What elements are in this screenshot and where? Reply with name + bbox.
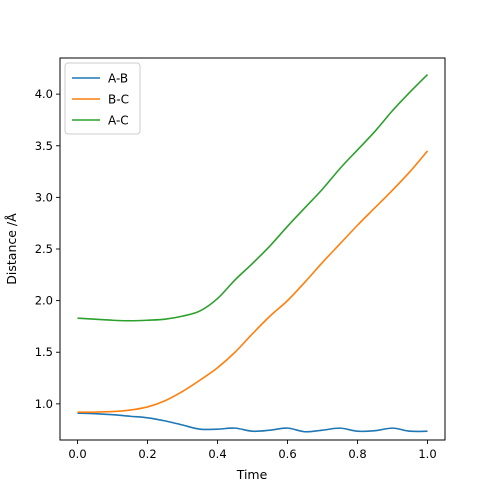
y-axis-label: Distance /Å xyxy=(4,213,19,285)
x-tick-label: 1.0 xyxy=(418,447,436,461)
legend-box xyxy=(64,62,141,135)
y-tick-label: 3.0 xyxy=(35,190,53,204)
x-tick-label: 0.6 xyxy=(278,447,296,461)
legend-label-b-c: B-C xyxy=(108,93,129,107)
legend-label-a-b: A-B xyxy=(108,72,128,86)
y-tick-label: 2.0 xyxy=(35,294,53,308)
x-tick-label: 0.2 xyxy=(138,447,156,461)
y-tick-label: 4.0 xyxy=(35,87,53,101)
series-line-a-c xyxy=(77,73,429,322)
series-line-a-b xyxy=(77,412,428,433)
y-tick-label: 2.5 xyxy=(35,242,53,256)
y-tick-label: 1.5 xyxy=(35,345,53,359)
legend-label-a-c: A-C xyxy=(108,114,129,128)
y-tick-label: 3.5 xyxy=(35,139,53,153)
series-line-b-c xyxy=(77,150,429,413)
legend: A-B B-C A-C xyxy=(64,62,141,135)
y-tick-label: 1.0 xyxy=(35,397,53,411)
x-tick-label: 0.4 xyxy=(208,447,226,461)
x-tick-label: 0.8 xyxy=(348,447,366,461)
x-axis-label: Time xyxy=(236,467,268,482)
plot-area xyxy=(77,73,429,433)
ticks: 0.0 0.2 0.4 0.6 0.8 1.0 1.0 1.5 2.0 2.5 3.0 3.5 4.0 xyxy=(35,87,437,461)
x-tick-label: 0.0 xyxy=(68,447,86,461)
